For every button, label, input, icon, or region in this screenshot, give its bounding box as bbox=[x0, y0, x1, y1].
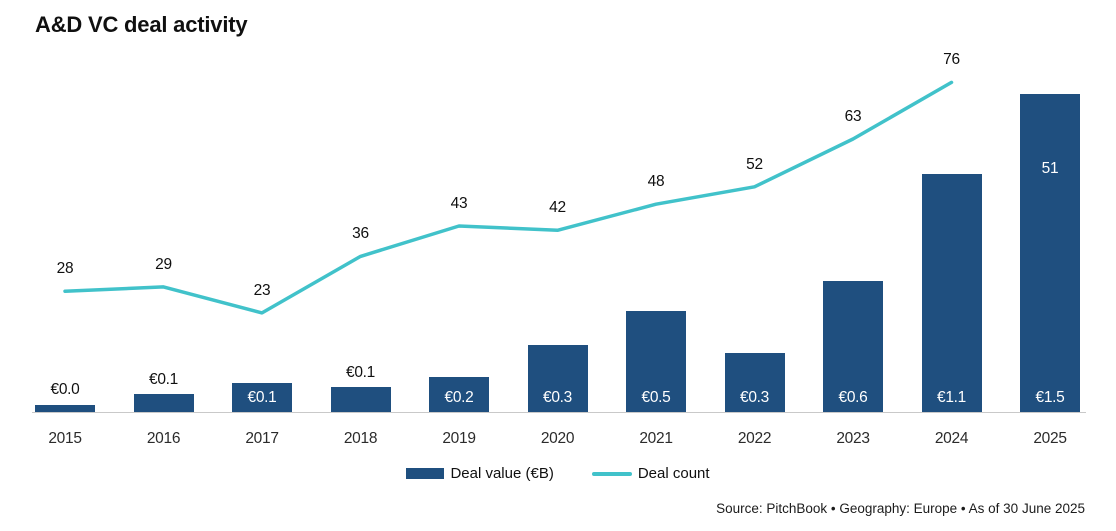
deal-value-label-2020: €0.3 bbox=[543, 389, 572, 406]
deal-count-label-2025: 51 bbox=[1041, 160, 1059, 178]
legend-item-deal-value: Deal value (€B) bbox=[406, 465, 554, 482]
deal-count-label-2015: 28 bbox=[56, 260, 74, 278]
deal-value-label-2015: €0.0 bbox=[50, 381, 80, 399]
chart-title: A&D VC deal activity bbox=[35, 12, 248, 37]
deal-count-line bbox=[63, 80, 954, 315]
x-tick-label-2022: 2022 bbox=[737, 430, 772, 447]
deal-count-label-2016: 29 bbox=[155, 255, 172, 273]
bar-2024 bbox=[921, 174, 982, 413]
bar-2021 bbox=[626, 310, 686, 413]
bar-2019 bbox=[429, 376, 489, 413]
deal-count-label-2017: 23 bbox=[253, 281, 271, 299]
deal-count-label-2018: 36 bbox=[352, 225, 369, 243]
deal-value-label-2025: €1.5 bbox=[1035, 389, 1065, 406]
legend-item-deal-count: Deal count bbox=[591, 465, 710, 482]
x-tick-label-2015: 2015 bbox=[48, 430, 82, 447]
deal-value-label-2024: €1.1 bbox=[937, 389, 966, 406]
bar-2017 bbox=[232, 383, 292, 413]
deal-value-label-2018: €0.1 bbox=[346, 364, 375, 382]
x-tick-label-2021: 2021 bbox=[639, 430, 673, 447]
deal-value-label-2021: €0.5 bbox=[641, 389, 671, 406]
x-tick-label-2020: 2020 bbox=[540, 430, 575, 447]
deal-count-label-2024: 76 bbox=[943, 51, 960, 69]
x-tick-label-2024: 2024 bbox=[934, 430, 969, 447]
legend-deal-count-label: Deal count bbox=[637, 465, 710, 482]
bar-2020 bbox=[527, 344, 588, 413]
bar-2022 bbox=[724, 353, 785, 413]
bar-2015 bbox=[35, 404, 95, 413]
deal-count-label-2022: 52 bbox=[746, 155, 763, 173]
deal-value-label-2019: €0.2 bbox=[444, 389, 474, 406]
x-tick-label-2016: 2016 bbox=[146, 430, 181, 447]
x-tick-label-2025: 2025 bbox=[1033, 430, 1067, 447]
deal-value-label-2023: €0.6 bbox=[838, 389, 868, 406]
bar-2025 bbox=[1020, 93, 1080, 413]
bar-2023 bbox=[823, 280, 883, 413]
deal-count-label-2023: 63 bbox=[844, 107, 862, 125]
deal-value-swatch-icon bbox=[406, 468, 445, 479]
legend-deal-value-label: Deal value (€B) bbox=[450, 465, 554, 482]
deal-count-label-2021: 48 bbox=[647, 173, 665, 191]
deal-count-swatch-icon bbox=[591, 471, 632, 476]
deal-count-label-2020: 42 bbox=[549, 199, 566, 217]
x-tick-label-2018: 2018 bbox=[343, 430, 378, 447]
deal-value-label-2016: €0.1 bbox=[149, 370, 178, 388]
x-tick-label-2017: 2017 bbox=[245, 430, 279, 447]
legend: Deal value (€B) Deal count bbox=[0, 465, 1116, 482]
x-tick-label-2023: 2023 bbox=[836, 430, 870, 447]
x-tick-label-2019: 2019 bbox=[442, 430, 476, 447]
bar-2016 bbox=[133, 393, 194, 413]
deal-value-label-2017: €0.1 bbox=[247, 389, 277, 406]
source-note: Source: PitchBook • Geography: Europe • … bbox=[716, 501, 1085, 516]
bar-2018 bbox=[330, 387, 391, 413]
deal-value-label-2022: €0.3 bbox=[740, 389, 769, 406]
x-axis-line bbox=[32, 412, 1086, 413]
deal-count-label-2019: 43 bbox=[450, 194, 468, 212]
